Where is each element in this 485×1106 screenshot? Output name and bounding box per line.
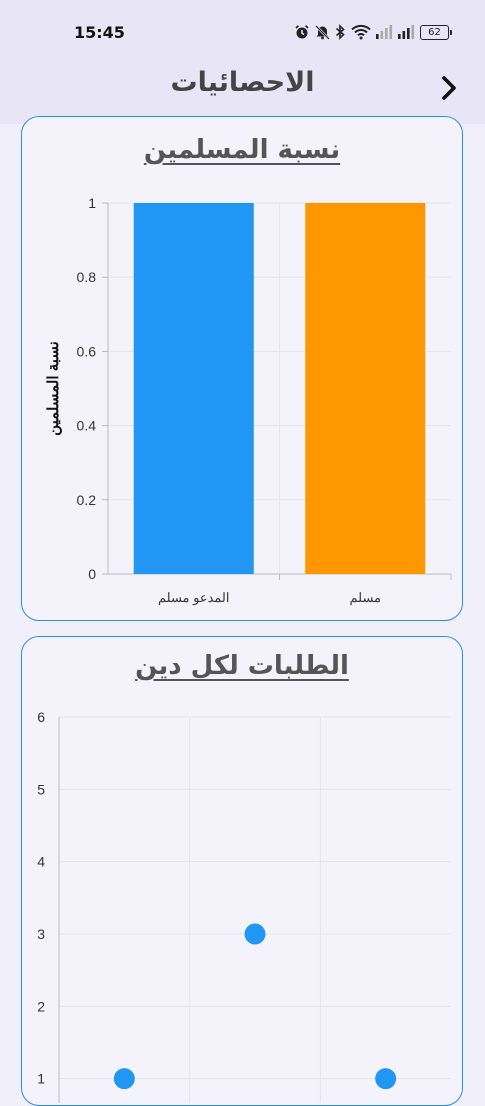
bluetooth-icon <box>335 24 346 40</box>
chart-title: الطلبات لكل دين <box>135 651 349 681</box>
y-tick-label: 0.8 <box>77 269 97 285</box>
bar <box>305 203 426 574</box>
y-tick-label: 0 <box>88 566 96 582</box>
scatter-point <box>375 1068 397 1090</box>
mute-icon <box>315 24 330 40</box>
y-axis-label: نسبة المسلمين <box>45 341 62 436</box>
y-tick-label: 1 <box>88 195 96 211</box>
y-tick-label: 0.2 <box>77 492 97 508</box>
chart-title: نسبة المسلمين <box>143 135 341 165</box>
status-bar: 15:45 62 <box>0 0 485 62</box>
status-icons: 62 <box>294 22 452 42</box>
x-tick-label: مسلم <box>349 590 381 606</box>
app-bar: الاحصائيات <box>0 62 485 124</box>
muslims-ratio-card: نسبة المسلمين 0 0.2 0.4 0.6 0.8 1 المدعو مسلم م… <box>21 116 463 621</box>
wifi-icon <box>351 24 371 40</box>
status-time: 15:45 <box>74 23 125 42</box>
requests-per-religion-card: الطلبات لكل دين 1 2 3 4 5 6 <box>21 636 463 1106</box>
battery-icon: 62 <box>420 24 452 40</box>
y-tick-label: 0.4 <box>77 418 97 434</box>
chevron-right-icon <box>442 76 456 100</box>
scatter-point <box>244 923 266 945</box>
scatter-point <box>113 1068 135 1090</box>
y-tick-label: 2 <box>37 998 45 1014</box>
signal-icon <box>376 25 393 39</box>
y-tick-label: 1 <box>37 1071 45 1087</box>
y-tick-label: 3 <box>37 926 45 942</box>
alarm-icon <box>294 24 310 40</box>
scatter-chart: 1 2 3 4 5 6 <box>37 709 451 1103</box>
bar <box>133 203 254 574</box>
y-tick-label: 6 <box>37 709 45 725</box>
y-tick-label: 0.6 <box>77 343 97 359</box>
x-tick-label: المدعو مسلم <box>158 590 230 606</box>
bar-chart: 0 0.2 0.4 0.6 0.8 1 المدعو مسلم مسلم نسبة المسلم… <box>45 195 452 606</box>
y-tick-label: 5 <box>37 781 45 797</box>
back-button[interactable] <box>431 70 467 106</box>
y-tick-label: 4 <box>37 854 45 870</box>
signal-icon <box>398 25 415 39</box>
page-title: الاحصائيات <box>170 67 315 98</box>
